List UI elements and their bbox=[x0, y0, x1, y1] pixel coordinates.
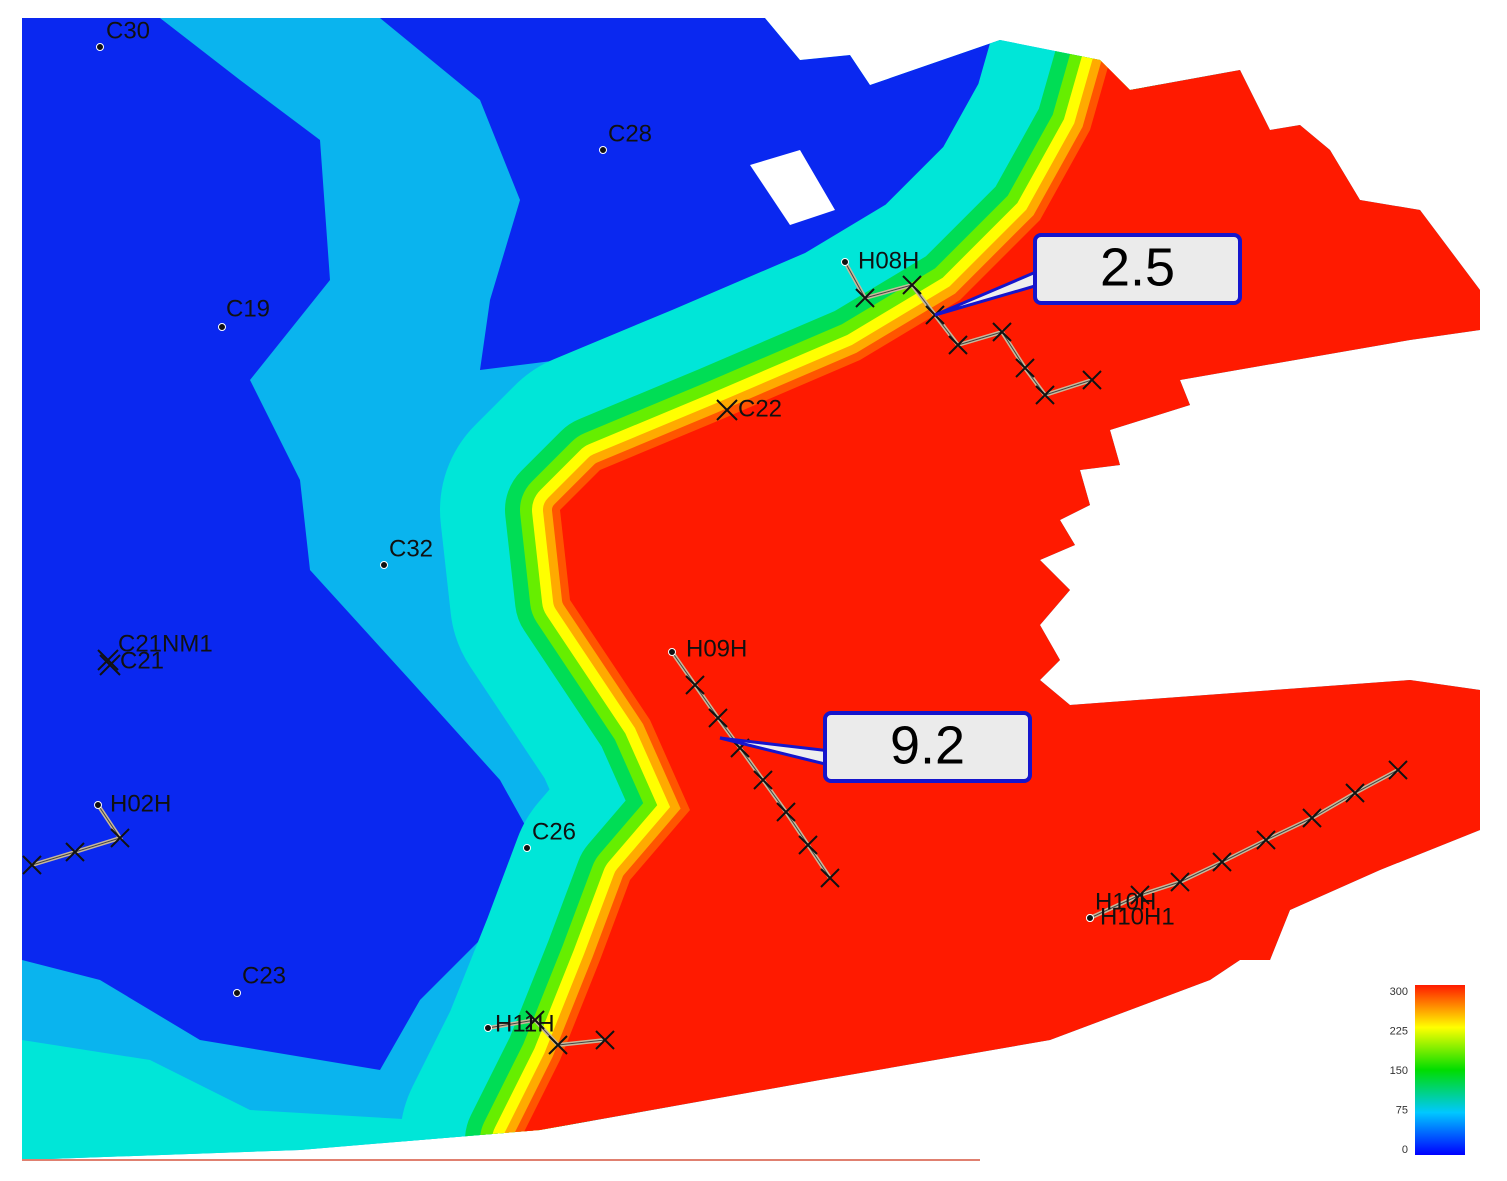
well-trajectory bbox=[1089, 769, 1399, 919]
well-marker bbox=[525, 1010, 545, 1030]
well-dot bbox=[484, 1024, 492, 1032]
well-label: C32 bbox=[389, 535, 433, 562]
well-marker bbox=[99, 654, 121, 676]
colorbar: 0 75 150 225 300 bbox=[1390, 985, 1465, 1156]
well-marker bbox=[1170, 872, 1190, 892]
callout-box bbox=[1033, 233, 1242, 305]
well-label: H11H bbox=[495, 1010, 555, 1037]
well-marker bbox=[902, 275, 922, 295]
well-marker bbox=[716, 399, 738, 421]
callout-label: 9.2 bbox=[890, 715, 965, 775]
callouts: 2.5 9.2 bbox=[719, 233, 1242, 783]
well-marker bbox=[1388, 760, 1408, 780]
well-trajectory bbox=[671, 651, 831, 879]
well-marker bbox=[992, 322, 1012, 342]
well-marker bbox=[1302, 808, 1322, 828]
well-marker bbox=[855, 288, 875, 308]
well-dot bbox=[1086, 914, 1094, 922]
well-marker bbox=[948, 335, 968, 355]
well-marker bbox=[97, 649, 119, 671]
well-marker bbox=[65, 842, 85, 862]
well-label: H02H bbox=[110, 790, 171, 817]
well-marker bbox=[1130, 885, 1150, 905]
well-marker bbox=[776, 802, 796, 822]
well-label: C19 bbox=[226, 295, 270, 322]
well-label: C28 bbox=[608, 120, 652, 147]
colorbar-tick-label: 300 bbox=[1390, 986, 1408, 998]
well-dot bbox=[523, 844, 531, 852]
colorbar-tick-label: 225 bbox=[1390, 1025, 1408, 1037]
well-marker bbox=[685, 675, 705, 695]
colorbar-tick-label: 0 bbox=[1402, 1144, 1408, 1156]
well-marker bbox=[1345, 783, 1365, 803]
well-label: H08H bbox=[858, 247, 919, 274]
callout-label: 2.5 bbox=[1100, 237, 1175, 297]
well-marker bbox=[708, 708, 728, 728]
well-label: C26 bbox=[532, 818, 576, 845]
well-label: H10H bbox=[1095, 888, 1156, 915]
well-dot bbox=[668, 648, 676, 656]
well-marker bbox=[1082, 370, 1102, 390]
well-marker bbox=[595, 1030, 615, 1050]
well-trajectory bbox=[31, 804, 121, 866]
well-marker bbox=[820, 868, 840, 888]
well-dot bbox=[96, 43, 104, 51]
well-label: H09H bbox=[686, 635, 747, 662]
well-marker bbox=[753, 770, 773, 790]
well-marker bbox=[22, 855, 42, 875]
well-marker bbox=[798, 835, 818, 855]
well-dot bbox=[599, 146, 607, 154]
well-label: C23 bbox=[242, 962, 286, 989]
well-dot bbox=[380, 561, 388, 569]
colorbar-tick-label: 75 bbox=[1396, 1104, 1408, 1116]
well-marker bbox=[110, 828, 130, 848]
well-marker bbox=[1015, 358, 1035, 378]
well-dot bbox=[94, 801, 102, 809]
well-label: C22 bbox=[738, 395, 782, 422]
well-label: C21NM1 bbox=[118, 630, 213, 657]
well-trajectory bbox=[487, 1019, 606, 1046]
well-marker bbox=[548, 1035, 568, 1055]
well-dot bbox=[218, 323, 226, 331]
well-label: C21 bbox=[120, 647, 164, 674]
well-marker bbox=[1212, 852, 1232, 872]
well-label: C30 bbox=[106, 17, 150, 44]
callout-box bbox=[823, 711, 1032, 783]
well-dot bbox=[841, 258, 849, 266]
well-label: H10H1 bbox=[1100, 903, 1175, 930]
well-dot bbox=[233, 989, 241, 997]
well-marker bbox=[1256, 830, 1276, 850]
well-marker bbox=[1035, 385, 1055, 405]
colorbar-tick-label: 150 bbox=[1390, 1065, 1408, 1077]
